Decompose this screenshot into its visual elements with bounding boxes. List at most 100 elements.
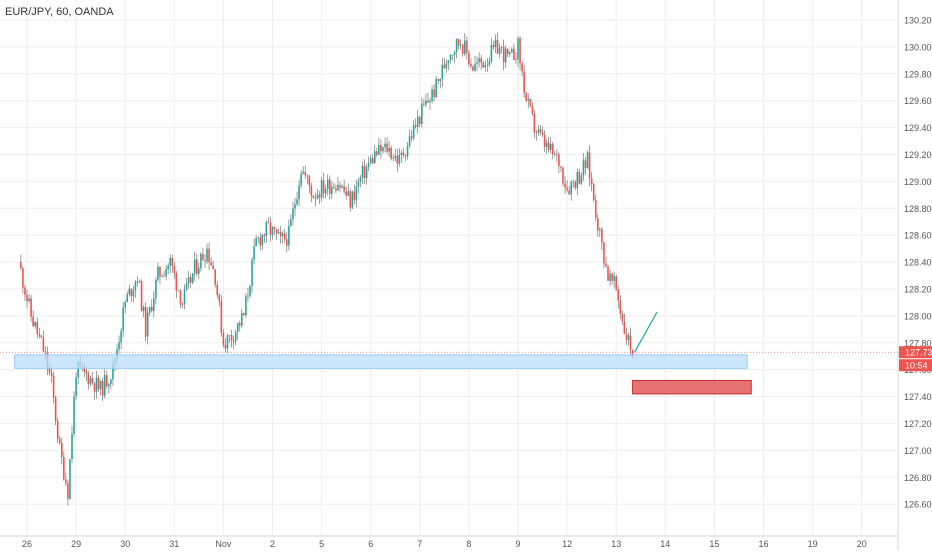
- candle-body: [631, 350, 634, 358]
- time-axis[interactable]: 26 29 30 31 Nov 2 5 6 7 8 9 12 13 14 15 16 19 20: [22, 539, 867, 549]
- candle: [464, 33, 466, 57]
- candle-body: [584, 160, 587, 168]
- price-tick-label: 126.800: [904, 473, 932, 483]
- candle-body: [506, 48, 509, 55]
- candle: [533, 110, 536, 139]
- candle: [148, 306, 151, 316]
- candle-body: [191, 273, 194, 283]
- candle-body: [138, 281, 141, 282]
- candle-body: [363, 165, 366, 178]
- price-tick-label: 128.400: [904, 258, 932, 268]
- candle: [36, 317, 39, 339]
- price-tick-label: 129.000: [904, 177, 932, 187]
- candle: [65, 472, 67, 487]
- candle-body: [58, 438, 61, 444]
- candle-body: [502, 46, 505, 63]
- candle-body: [183, 289, 186, 305]
- candle-body: [24, 287, 26, 295]
- candle-body: [22, 268, 24, 288]
- candle-body: [437, 78, 440, 81]
- candle: [40, 335, 43, 339]
- candle: [519, 36, 521, 71]
- candle: [34, 321, 36, 329]
- drawings[interactable]: [14, 311, 752, 395]
- candle: [459, 39, 462, 50]
- candle: [306, 174, 309, 184]
- candle-body: [298, 185, 300, 200]
- candle: [599, 227, 601, 238]
- candle: [302, 166, 304, 175]
- candle-body: [496, 39, 499, 54]
- candle-body: [290, 219, 292, 226]
- candle-body: [390, 147, 392, 159]
- candle: [181, 302, 184, 309]
- candle-body: [476, 62, 478, 64]
- candle-body: [486, 64, 489, 66]
- candle-body: [324, 189, 327, 194]
- candle: [269, 216, 272, 242]
- candle-body: [572, 181, 575, 183]
- candle: [130, 288, 133, 302]
- candle: [511, 47, 513, 54]
- price-axis[interactable]: 130.200 130.000 129.800 129.600 129.400 129.2…: [904, 16, 932, 510]
- candle-body: [408, 136, 411, 146]
- candle: [312, 195, 315, 199]
- candle-body: [490, 45, 493, 62]
- candle-body: [56, 420, 59, 439]
- candle-body: [439, 78, 442, 81]
- candle-body: [157, 266, 159, 280]
- candle-body: [40, 335, 43, 338]
- candle-body: [613, 276, 615, 281]
- candle-body: [122, 307, 124, 331]
- candle-body: [243, 313, 245, 316]
- candle-body: [247, 295, 249, 297]
- candle-body: [326, 179, 329, 190]
- candle-body: [132, 290, 135, 297]
- candle-body: [537, 129, 540, 133]
- candle-body: [275, 229, 278, 234]
- candle: [515, 52, 517, 64]
- candle: [288, 219, 290, 251]
- candle: [257, 236, 259, 243]
- candle-body: [294, 204, 296, 209]
- trend-line: [634, 311, 658, 353]
- price-tick-label: 129.600: [904, 96, 932, 106]
- candle: [142, 305, 145, 318]
- candle: [466, 36, 468, 60]
- candle: [412, 120, 415, 141]
- candle: [97, 374, 100, 392]
- candle: [447, 59, 450, 71]
- candle-body: [136, 281, 139, 283]
- candle: [157, 262, 159, 283]
- time-tick-label: 16: [758, 539, 768, 549]
- candle-body: [224, 344, 227, 349]
- candle: [177, 290, 180, 292]
- candle-body: [519, 38, 521, 64]
- candle-body: [345, 191, 347, 196]
- candle: [85, 366, 88, 382]
- candle-body: [253, 246, 255, 260]
- candle-body: [314, 198, 317, 200]
- candle-body: [511, 48, 513, 53]
- candle-body: [578, 172, 581, 184]
- candle-body: [369, 158, 372, 164]
- candle: [140, 279, 143, 312]
- candle-body: [206, 248, 208, 262]
- candle-body: [232, 340, 235, 342]
- candle-body: [312, 195, 315, 199]
- candle-body: [200, 253, 202, 269]
- candle-body: [459, 44, 462, 46]
- candle: [427, 92, 429, 103]
- candle-body: [472, 66, 474, 71]
- candle: [341, 184, 343, 189]
- candle-body: [218, 294, 221, 302]
- candle-body: [347, 191, 349, 196]
- candle: [537, 125, 540, 136]
- candle: [146, 307, 149, 345]
- candle-body: [441, 64, 444, 79]
- candle: [101, 377, 104, 401]
- candle-body: [416, 116, 419, 127]
- candle-body: [427, 100, 429, 103]
